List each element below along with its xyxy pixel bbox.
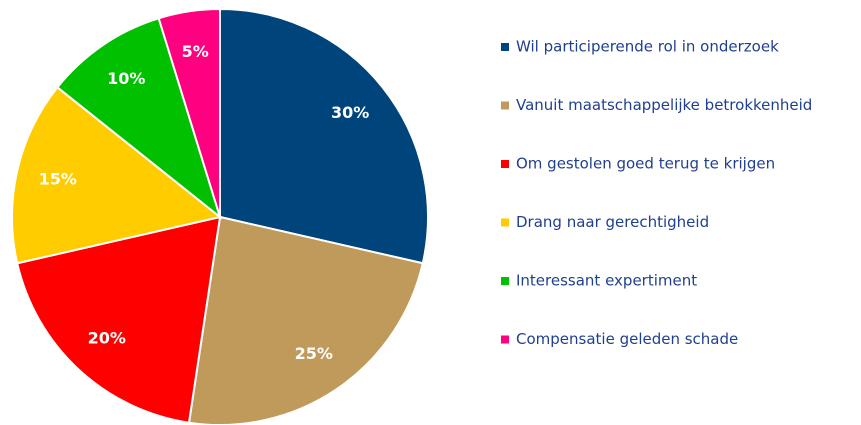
data-label: 15%	[39, 169, 77, 188]
data-label: 10%	[107, 69, 145, 88]
pie-slice	[219, 7, 429, 265]
data-label: 5%	[182, 42, 209, 61]
legend-swatch	[501, 43, 509, 51]
legend-swatch	[501, 277, 509, 285]
pie-slice	[55, 16, 222, 220]
legend-label: Compensatie geleden schade	[516, 330, 738, 348]
legend-swatch	[501, 218, 509, 227]
data-label: 30%	[331, 103, 369, 122]
pie-slice	[11, 85, 223, 265]
legend-swatch	[501, 335, 509, 344]
legend-swatch	[501, 160, 509, 168]
data-label: 25%	[295, 344, 333, 363]
legend-label: Drang naar gerechtigheid	[516, 213, 709, 231]
legend-swatch	[501, 101, 509, 110]
legend-label: Vanuit maatschappelijke betrokkenheid	[516, 96, 812, 114]
pie-slice	[157, 7, 221, 218]
legend-label: Interessant expertiment	[516, 272, 697, 290]
legend-label: Wil participerende rol in onderzoek	[516, 38, 779, 56]
pie-slice	[16, 215, 222, 424]
legend-label: Om gestolen goed terug te krijgen	[516, 155, 775, 173]
data-label: 20%	[88, 328, 126, 347]
